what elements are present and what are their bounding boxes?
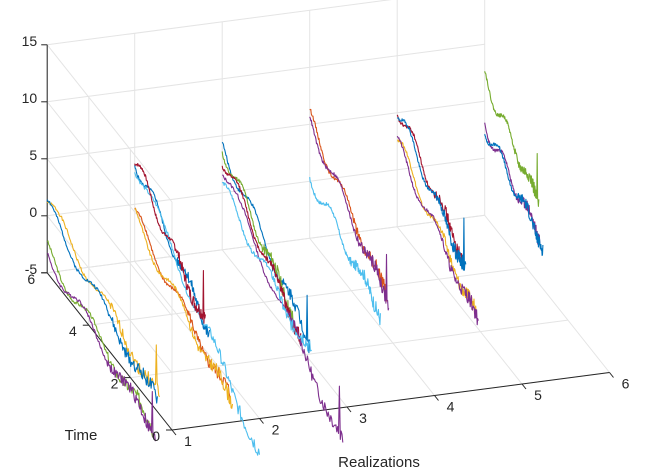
grid-line [47, 100, 485, 160]
x-tick-label: 2 [272, 422, 280, 438]
z-tick-label: 0 [29, 204, 37, 220]
x-tick-mark [259, 418, 264, 424]
series-line [46, 199, 158, 404]
x-tick-label: 5 [534, 387, 542, 403]
x-axis-label: Realizations [338, 454, 420, 471]
series-line [47, 252, 156, 442]
x-tick-label: 3 [359, 410, 367, 426]
x-tick-mark [434, 395, 439, 401]
grid-line [46, 44, 173, 203]
z-tick-label: 5 [29, 147, 37, 163]
series-line [484, 133, 544, 257]
y-axis-line [46, 272, 173, 431]
grid-line [484, 214, 610, 373]
series-line [134, 165, 211, 338]
grid-line [47, 214, 485, 274]
series-line [309, 116, 390, 311]
series-line [484, 122, 542, 250]
series-line [134, 162, 206, 324]
grid-line [134, 260, 260, 419]
series-line [396, 135, 479, 326]
y-tick-label: 6 [27, 271, 35, 287]
x-tick-mark [521, 383, 527, 390]
series-line [309, 108, 388, 302]
x-tick-mark [609, 372, 614, 378]
y-axis-label: Time [65, 427, 98, 444]
x-tick-label: 6 [622, 376, 630, 392]
series-line [397, 139, 477, 317]
series-line [396, 117, 467, 271]
z-tick-label: 10 [22, 90, 38, 106]
grid-line [46, 101, 173, 260]
z-tick-label: 15 [22, 33, 38, 49]
y-tick-label: 2 [111, 376, 119, 392]
grid-line [46, 158, 173, 317]
z-tick-label: -5 [25, 261, 38, 277]
y-tick-label: 0 [152, 428, 160, 444]
series-line [134, 208, 234, 409]
series-line [484, 71, 540, 207]
x-tick-mark [346, 406, 352, 413]
grid-line [47, 157, 485, 217]
grid-line [309, 237, 435, 396]
grid-line [47, 0, 392, 46]
y-tick-label: 4 [69, 323, 77, 339]
series-line [221, 181, 313, 352]
series-lines [46, 71, 544, 456]
series-line [46, 240, 154, 438]
x-axis-line [171, 372, 610, 431]
x-tick-mark [171, 429, 177, 436]
grid-line [47, 43, 485, 103]
series-line [396, 114, 465, 269]
grid-line [396, 226, 523, 385]
x-tick-label: 4 [447, 399, 455, 415]
series-line [134, 172, 261, 456]
axes [41, 44, 614, 436]
grid-line [130, 319, 568, 379]
grid-line [46, 215, 173, 374]
series-line [221, 141, 311, 354]
x-tick-label: 1 [184, 433, 192, 449]
grid [46, 0, 610, 431]
grid-line [221, 249, 348, 408]
series-line [309, 177, 381, 326]
